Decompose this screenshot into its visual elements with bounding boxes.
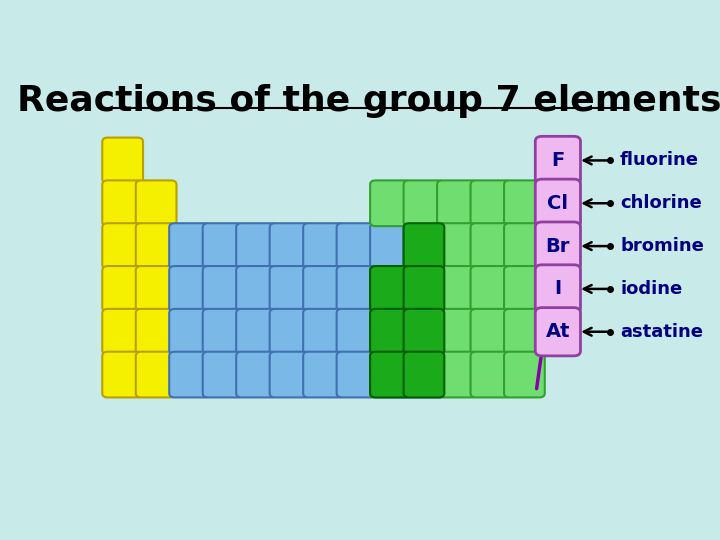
- FancyBboxPatch shape: [535, 179, 580, 227]
- FancyBboxPatch shape: [404, 223, 444, 269]
- FancyBboxPatch shape: [370, 266, 411, 312]
- Text: chlorine: chlorine: [620, 194, 702, 212]
- FancyBboxPatch shape: [404, 266, 444, 312]
- FancyBboxPatch shape: [337, 352, 377, 397]
- FancyBboxPatch shape: [404, 352, 444, 397]
- FancyBboxPatch shape: [236, 266, 277, 312]
- FancyBboxPatch shape: [370, 180, 411, 226]
- FancyBboxPatch shape: [404, 352, 444, 397]
- FancyBboxPatch shape: [437, 352, 478, 397]
- FancyBboxPatch shape: [370, 352, 411, 397]
- FancyBboxPatch shape: [136, 352, 176, 397]
- FancyBboxPatch shape: [270, 266, 310, 312]
- FancyBboxPatch shape: [404, 309, 444, 355]
- Text: Cl: Cl: [547, 194, 568, 213]
- FancyBboxPatch shape: [203, 266, 243, 312]
- FancyBboxPatch shape: [437, 223, 478, 269]
- FancyBboxPatch shape: [102, 352, 143, 397]
- FancyBboxPatch shape: [102, 266, 143, 312]
- FancyBboxPatch shape: [203, 352, 243, 397]
- Text: astatine: astatine: [620, 323, 703, 341]
- Text: Br: Br: [546, 237, 570, 255]
- FancyBboxPatch shape: [236, 223, 277, 269]
- Text: fluorine: fluorine: [620, 151, 699, 170]
- FancyBboxPatch shape: [471, 352, 511, 397]
- FancyBboxPatch shape: [471, 223, 511, 269]
- FancyBboxPatch shape: [370, 352, 411, 397]
- FancyBboxPatch shape: [370, 309, 411, 355]
- FancyBboxPatch shape: [437, 266, 478, 312]
- FancyBboxPatch shape: [102, 138, 143, 183]
- FancyBboxPatch shape: [303, 266, 344, 312]
- FancyBboxPatch shape: [504, 266, 545, 312]
- FancyBboxPatch shape: [303, 352, 344, 397]
- FancyBboxPatch shape: [102, 180, 143, 226]
- FancyBboxPatch shape: [337, 223, 377, 269]
- FancyBboxPatch shape: [203, 309, 243, 355]
- FancyBboxPatch shape: [471, 180, 511, 226]
- FancyBboxPatch shape: [270, 223, 310, 269]
- FancyBboxPatch shape: [169, 223, 210, 269]
- FancyBboxPatch shape: [303, 223, 344, 269]
- FancyBboxPatch shape: [370, 223, 411, 269]
- FancyBboxPatch shape: [404, 266, 444, 312]
- Text: iodine: iodine: [620, 280, 683, 298]
- FancyBboxPatch shape: [535, 265, 580, 313]
- FancyBboxPatch shape: [136, 180, 176, 226]
- FancyBboxPatch shape: [136, 309, 176, 355]
- Text: Reactions of the group 7 elements: Reactions of the group 7 elements: [17, 84, 720, 118]
- FancyBboxPatch shape: [236, 352, 277, 397]
- FancyBboxPatch shape: [136, 266, 176, 312]
- Text: At: At: [546, 322, 570, 341]
- FancyBboxPatch shape: [504, 352, 545, 397]
- FancyBboxPatch shape: [437, 180, 478, 226]
- FancyBboxPatch shape: [370, 266, 411, 312]
- FancyBboxPatch shape: [236, 309, 277, 355]
- FancyBboxPatch shape: [504, 309, 545, 355]
- FancyBboxPatch shape: [404, 180, 444, 226]
- FancyBboxPatch shape: [337, 266, 377, 312]
- Text: bromine: bromine: [620, 237, 704, 255]
- FancyBboxPatch shape: [270, 309, 310, 355]
- FancyBboxPatch shape: [535, 308, 580, 356]
- Text: I: I: [554, 279, 562, 299]
- FancyBboxPatch shape: [303, 309, 344, 355]
- FancyBboxPatch shape: [437, 309, 478, 355]
- FancyBboxPatch shape: [504, 180, 545, 226]
- FancyBboxPatch shape: [535, 136, 580, 185]
- FancyBboxPatch shape: [471, 266, 511, 312]
- FancyBboxPatch shape: [102, 309, 143, 355]
- FancyBboxPatch shape: [270, 352, 310, 397]
- FancyBboxPatch shape: [136, 223, 176, 269]
- FancyBboxPatch shape: [370, 309, 411, 355]
- FancyBboxPatch shape: [169, 352, 210, 397]
- FancyBboxPatch shape: [404, 309, 444, 355]
- FancyBboxPatch shape: [169, 309, 210, 355]
- FancyBboxPatch shape: [102, 223, 143, 269]
- FancyBboxPatch shape: [535, 222, 580, 270]
- FancyBboxPatch shape: [404, 223, 444, 269]
- FancyBboxPatch shape: [169, 266, 210, 312]
- Text: F: F: [552, 151, 564, 170]
- FancyBboxPatch shape: [471, 309, 511, 355]
- FancyBboxPatch shape: [337, 309, 377, 355]
- FancyBboxPatch shape: [203, 223, 243, 269]
- FancyBboxPatch shape: [504, 223, 545, 269]
